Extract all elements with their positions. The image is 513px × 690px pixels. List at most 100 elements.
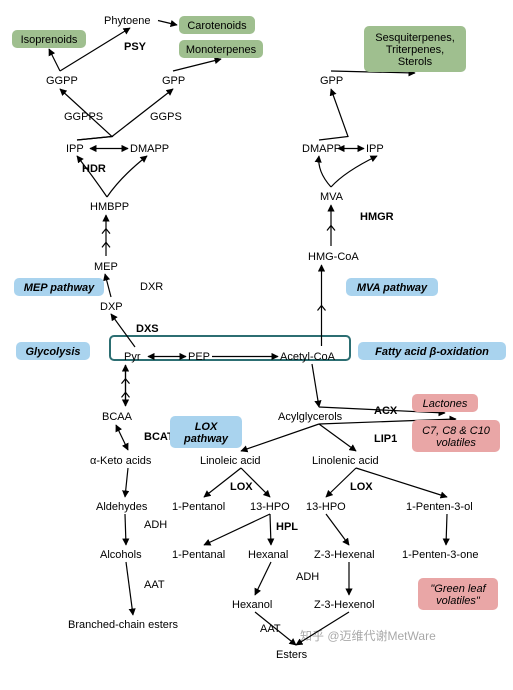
node-aat2: AAT — [260, 623, 281, 635]
svg-text:Sesquiterpenes,: Sesquiterpenes, — [375, 32, 455, 44]
node-dxs: DXS — [136, 323, 159, 335]
node-acylg: Acylglycerols — [278, 411, 343, 423]
svg-text:Lactones: Lactones — [423, 398, 468, 410]
svg-text:PSY: PSY — [124, 41, 147, 53]
node-hmgcoa: HMG-CoA — [308, 251, 359, 263]
node-aat1: AAT — [144, 579, 165, 591]
node-hexanol: Hexanol — [232, 599, 272, 611]
svg-text:Hexanal: Hexanal — [248, 549, 288, 561]
svg-text:Aldehydes: Aldehydes — [96, 501, 148, 513]
node-dxr: DXR — [140, 281, 163, 293]
svg-text:Branched-chain esters: Branched-chain esters — [68, 619, 179, 631]
node-pyr: Pyr — [124, 351, 141, 363]
node-acoa: Acetyl-CoA — [280, 351, 336, 363]
node-alcohols: Alcohols — [100, 549, 142, 561]
svg-text:BCAA: BCAA — [102, 411, 133, 423]
node-linoleic: Linoleic acid — [200, 455, 261, 467]
node-hpo2: 13-HPO — [306, 501, 346, 513]
svg-text:DXP: DXP — [100, 301, 123, 313]
svg-text:MEP pathway: MEP pathway — [24, 282, 95, 294]
node-lox2: LOX — [350, 481, 373, 493]
svg-text:GGPPS: GGPPS — [64, 111, 103, 123]
svg-text:13-HPO: 13-HPO — [306, 501, 346, 513]
node-gpp2: GPP — [320, 75, 343, 87]
node-dmapp: DMAPP — [130, 143, 169, 155]
svg-text:1-Pentanol: 1-Pentanol — [172, 501, 225, 513]
svg-text:Pyr: Pyr — [124, 351, 141, 363]
svg-text:α-Keto acids: α-Keto acids — [90, 455, 152, 467]
svg-text:LOX: LOX — [350, 481, 373, 493]
svg-text:volatiles": volatiles" — [436, 595, 481, 607]
svg-text:Monoterpenes: Monoterpenes — [186, 44, 257, 56]
svg-text:HDR: HDR — [82, 163, 106, 175]
svg-text:GGPP: GGPP — [46, 75, 78, 87]
svg-text:HMBPP: HMBPP — [90, 201, 129, 213]
svg-text:Z-3-Hexenol: Z-3-Hexenol — [314, 599, 375, 611]
node-mep: MEP — [94, 261, 118, 273]
svg-text:BCAT: BCAT — [144, 431, 174, 443]
svg-text:1-Pentanal: 1-Pentanal — [172, 549, 225, 561]
node-ipp2: IPP — [366, 143, 384, 155]
node-lip1: LIP1 — [374, 433, 397, 445]
svg-text:DXS: DXS — [136, 323, 159, 335]
watermark: 知乎 @迈维代谢MetWare — [300, 628, 436, 643]
svg-text:1-Penten-3-ol: 1-Penten-3-ol — [406, 501, 473, 513]
node-monoterpenes: Monoterpenes — [179, 40, 263, 58]
svg-text:PEP: PEP — [188, 351, 210, 363]
node-ipp: IPP — [66, 143, 84, 155]
node-z3hexenol: Z-3-Hexenol — [314, 599, 375, 611]
svg-text:DMAPP: DMAPP — [130, 143, 169, 155]
node-adh1: ADH — [144, 519, 167, 531]
node-sesq: Sesquiterpenes,Triterpenes,Sterols — [364, 26, 466, 72]
svg-text:Z-3-Hexenal: Z-3-Hexenal — [314, 549, 375, 561]
svg-text:13-HPO: 13-HPO — [250, 501, 290, 513]
node-bce: Branched-chain esters — [68, 619, 179, 631]
svg-text:ACX: ACX — [374, 405, 398, 417]
node-hmgr: HMGR — [360, 211, 394, 223]
svg-text:ADH: ADH — [144, 519, 167, 531]
node-hexanal: Hexanal — [248, 549, 288, 561]
node-esters: Esters — [276, 649, 308, 661]
node-lox1: LOX — [230, 481, 253, 493]
svg-text:Fatty acid β-oxidation: Fatty acid β-oxidation — [375, 346, 489, 358]
node-bcat: BCAT — [144, 431, 174, 443]
node-c7: C7, C8 & C10volatiles — [412, 420, 500, 452]
node-pentanol: 1-Pentanol — [172, 501, 225, 513]
node-dxp: DXP — [100, 301, 123, 313]
svg-text:Glycolysis: Glycolysis — [25, 346, 80, 358]
svg-text:ADH: ADH — [296, 571, 319, 583]
node-z3hexenal: Z-3-Hexenal — [314, 549, 375, 561]
svg-text:Sterols: Sterols — [398, 56, 433, 68]
svg-text:HPL: HPL — [276, 521, 298, 533]
node-isoprenoids: Isoprenoids — [12, 30, 86, 48]
svg-text:MVA: MVA — [320, 191, 344, 203]
svg-text:DMAPP: DMAPP — [302, 143, 341, 155]
svg-text:Acylglycerols: Acylglycerols — [278, 411, 343, 423]
node-penten3one: 1-Penten-3-one — [402, 549, 478, 561]
node-lactones: Lactones — [412, 394, 478, 412]
svg-text:C7, C8 & C10: C7, C8 & C10 — [422, 425, 491, 437]
svg-text:Carotenoids: Carotenoids — [187, 20, 247, 32]
node-adh2: ADH — [296, 571, 319, 583]
node-pep: PEP — [188, 351, 210, 363]
node-glycolysis: Glycolysis — [16, 342, 90, 360]
svg-text:HMGR: HMGR — [360, 211, 394, 223]
svg-text:MVA pathway: MVA pathway — [357, 282, 428, 294]
node-phytoene: Phytoene — [104, 15, 150, 27]
svg-text:Linoleic acid: Linoleic acid — [200, 455, 261, 467]
node-bcaa: BCAA — [102, 411, 133, 423]
node-acx: ACX — [374, 405, 398, 417]
svg-text:IPP: IPP — [366, 143, 384, 155]
node-penten3ol: 1-Penten-3-ol — [406, 501, 473, 513]
svg-text:DXR: DXR — [140, 281, 163, 293]
node-psy: PSY — [124, 41, 147, 53]
node-hdr: HDR — [82, 163, 106, 175]
node-linolenic: Linolenic acid — [312, 455, 379, 467]
node-ggpp: GGPP — [46, 75, 78, 87]
node-ggpps: GGPPS — [64, 111, 103, 123]
svg-text:Linolenic acid: Linolenic acid — [312, 455, 379, 467]
node-hpl: HPL — [276, 521, 298, 533]
svg-text:Phytoene: Phytoene — [104, 15, 150, 27]
node-mva: MVA — [320, 191, 344, 203]
node-dmapp2: DMAPP — [302, 143, 341, 155]
